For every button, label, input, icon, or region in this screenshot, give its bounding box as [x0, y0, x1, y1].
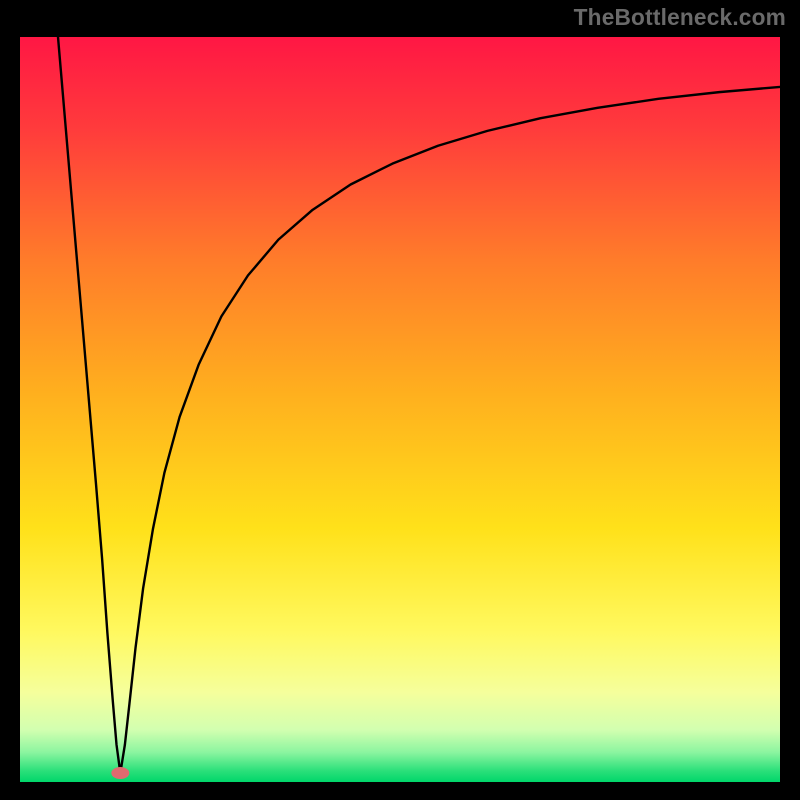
heat-gradient-background: [20, 37, 780, 782]
chart-stage: TheBottleneck.com: [0, 0, 800, 800]
watermark-text: TheBottleneck.com: [574, 4, 786, 31]
